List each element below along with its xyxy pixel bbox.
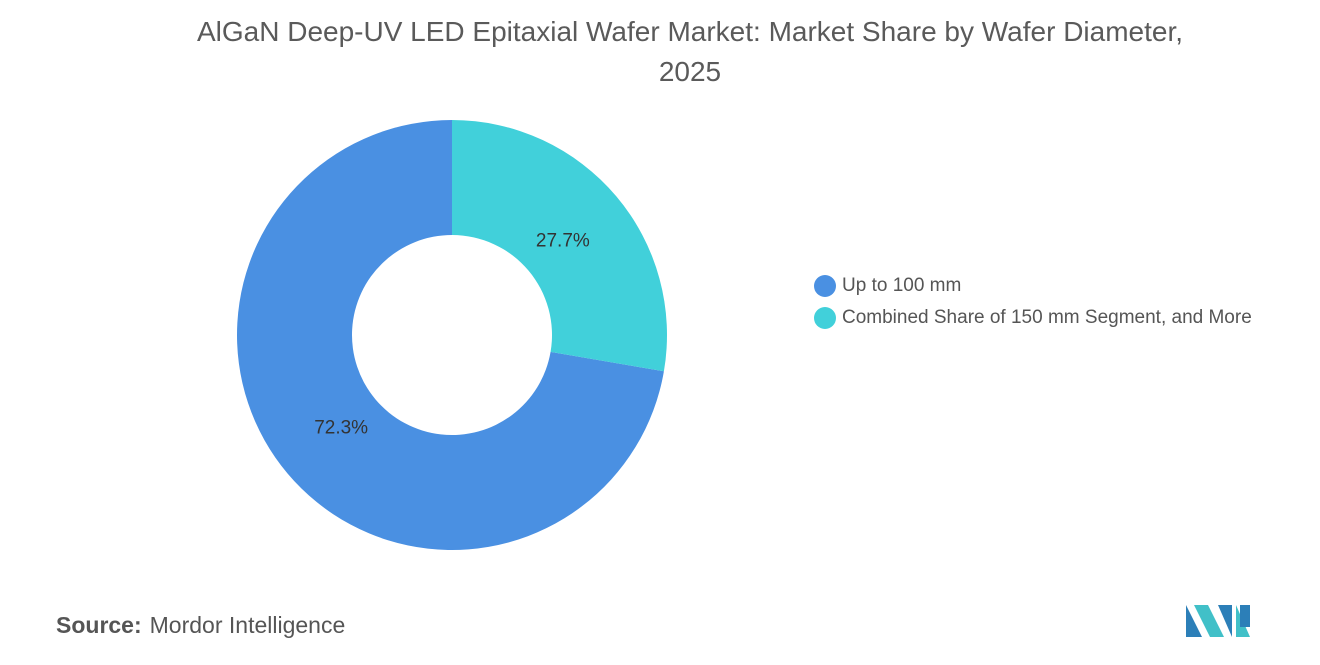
logo bbox=[1186, 605, 1250, 637]
legend-label: Up to 100 mm bbox=[842, 275, 962, 296]
source: Source: Mordor Intelligence bbox=[56, 612, 345, 639]
legend-swatch bbox=[814, 275, 836, 297]
slice bbox=[452, 120, 667, 372]
data-label: 72.3% bbox=[314, 417, 368, 438]
legend-item: Combined Share of 150 mm Segment, and Mo… bbox=[814, 304, 1284, 332]
legend-item: Up to 100 mm bbox=[814, 272, 1284, 300]
slice bbox=[236, 120, 664, 550]
source-label: Source: bbox=[56, 612, 142, 638]
chart-title: AlGaN Deep-UV LED Epitaxial Wafer Market… bbox=[196, 16, 1184, 87]
legend-swatch bbox=[814, 307, 836, 329]
source-text: Mordor Intelligence bbox=[149, 612, 346, 638]
legend-label: Combined Share of 150 mm Segment, and Mo… bbox=[842, 307, 1252, 328]
data-label: 27.7% bbox=[536, 231, 590, 252]
